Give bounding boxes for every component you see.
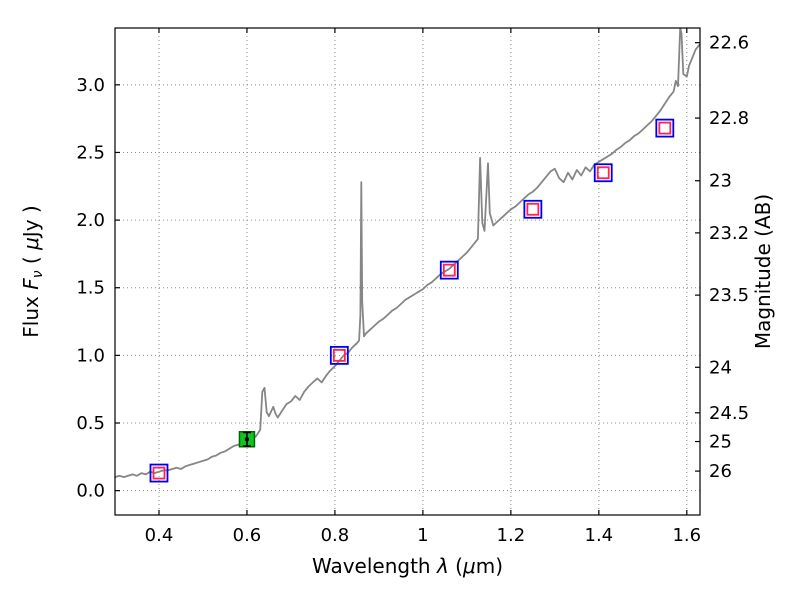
y-tick-right-label: 22.6 xyxy=(709,33,749,54)
y-tick-right-label: 23.2 xyxy=(709,223,749,244)
y-tick-right-label: 24.5 xyxy=(709,403,749,424)
photometry-inner-square xyxy=(658,121,672,135)
y-tick-left-label: 3.0 xyxy=(76,75,105,96)
plot-border xyxy=(114,27,701,516)
y-tick-right-label: 23 xyxy=(709,171,732,192)
x-tick-label: 0.4 xyxy=(145,525,174,546)
x-tick-label: 1.4 xyxy=(585,525,614,546)
photometry-inner-square xyxy=(596,166,610,180)
y-tick-right-label: 22.8 xyxy=(709,108,749,129)
photometry-outer-square xyxy=(655,118,675,138)
y-tick-left-label: 1.0 xyxy=(76,345,105,366)
photometry-inner-square xyxy=(442,263,456,277)
y-tick-right-label: 26 xyxy=(709,461,732,482)
y-tick-right-label: 23.5 xyxy=(709,285,749,306)
photometry-outer-square xyxy=(439,260,459,280)
y-tick-left-label: 2.0 xyxy=(76,210,105,231)
photometry-outer-square xyxy=(329,345,349,365)
spectrum-path xyxy=(115,28,700,478)
y-tick-left-label: 2.5 xyxy=(76,142,105,163)
photometry-inner-square xyxy=(332,348,346,362)
y-tick-left-label: 0.5 xyxy=(76,413,105,434)
x-axis-label: Wavelength λ (μm) xyxy=(312,554,503,578)
x-tick-label: 1 xyxy=(417,525,428,546)
x-tick-label: 1.6 xyxy=(672,525,701,546)
y-axis-label-left: Flux Fν ( μJy ) xyxy=(19,205,46,337)
photometry-outer-square xyxy=(593,163,613,183)
x-tick-label: 0.6 xyxy=(233,525,262,546)
y-tick-left-label: 1.5 xyxy=(76,278,105,299)
x-tick-label: 1.2 xyxy=(497,525,526,546)
y-tick-left-label: 0.0 xyxy=(76,481,105,502)
y-tick-right-label: 24 xyxy=(709,357,732,378)
photometry-outer-square xyxy=(523,199,543,219)
y-tick-right-label: 25 xyxy=(709,432,732,453)
photometry-center-dot xyxy=(244,437,250,442)
x-tick-label: 0.8 xyxy=(321,525,350,546)
photometry-inner-square xyxy=(152,466,166,480)
y-axis-label-right: Magnitude (AB) xyxy=(751,194,775,349)
photometry-outer-square xyxy=(149,463,169,483)
photometry-inner-square xyxy=(526,202,540,216)
